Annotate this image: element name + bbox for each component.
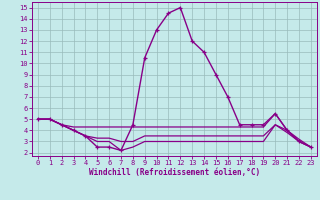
- X-axis label: Windchill (Refroidissement éolien,°C): Windchill (Refroidissement éolien,°C): [89, 168, 260, 177]
